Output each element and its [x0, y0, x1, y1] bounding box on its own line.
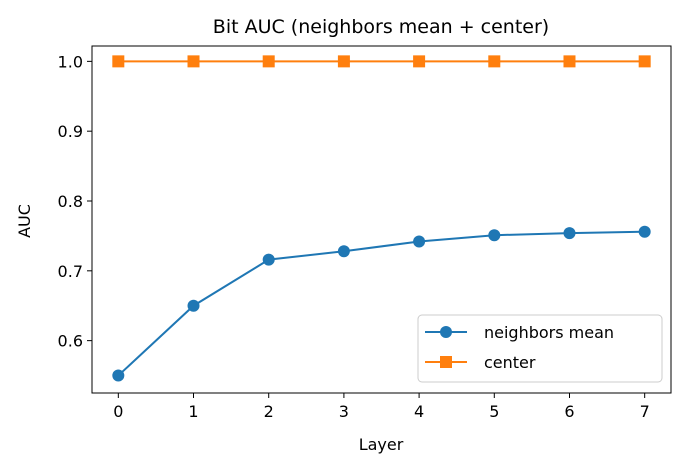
- legend-box: [417, 314, 663, 383]
- legend-marker-center: [440, 356, 452, 368]
- point-neighbors-mean-0: [112, 369, 125, 382]
- point-neighbors-mean-3: [337, 245, 350, 258]
- series-layer: [112, 55, 651, 382]
- point-center-2: [262, 55, 275, 68]
- x-tick-label-6: 6: [564, 402, 574, 421]
- x-tick-label-3: 3: [339, 402, 349, 421]
- point-center-4: [413, 55, 426, 68]
- point-neighbors-mean-6: [563, 227, 576, 240]
- x-tick-label-1: 1: [188, 402, 198, 421]
- point-neighbors-mean-1: [187, 299, 200, 312]
- point-center-3: [337, 55, 350, 68]
- y-tick-label-2: 0.8: [58, 192, 83, 211]
- point-center-0: [112, 55, 125, 68]
- legend-label-neighbors-mean: neighbors mean: [484, 323, 614, 342]
- x-tick-label-0: 0: [113, 402, 123, 421]
- point-center-1: [187, 55, 200, 68]
- point-center-5: [488, 55, 501, 68]
- x-tick-label-5: 5: [489, 402, 499, 421]
- point-neighbors-mean-2: [262, 253, 275, 266]
- x-tick-label-4: 4: [414, 402, 424, 421]
- series-line-neighbors-mean: [117, 230, 645, 377]
- legend: neighbors mean center: [417, 314, 663, 383]
- point-neighbors-mean-5: [488, 229, 501, 242]
- legend-entry-center: center: [425, 353, 536, 372]
- y-tick-label-4: 1.0: [58, 52, 83, 71]
- y-axis-ticks: 0.6 0.7 0.8 0.9 1.0: [58, 52, 92, 351]
- y-axis-label: AUC: [15, 204, 34, 238]
- legend-marker-neighbors-mean: [440, 326, 452, 338]
- legend-label-center: center: [484, 353, 536, 372]
- plot-frame: [91, 45, 672, 394]
- x-tick-label-7: 7: [640, 402, 650, 421]
- y-tick-label-0: 0.6: [58, 332, 83, 351]
- chart-title: Bit AUC (neighbors mean + center): [213, 16, 549, 38]
- point-center-6: [563, 55, 576, 68]
- y-tick-label-3: 0.9: [58, 122, 83, 141]
- point-neighbors-mean-4: [413, 235, 426, 248]
- x-axis-ticks: 0 1 2 3 4 5 6 7: [113, 393, 650, 421]
- x-axis-label: Layer: [359, 435, 404, 454]
- legend-entry-neighbors-mean: neighbors mean: [425, 323, 614, 342]
- point-neighbors-mean-7: [638, 225, 651, 238]
- x-tick-label-2: 2: [264, 402, 274, 421]
- y-tick-label-1: 0.7: [58, 262, 83, 281]
- point-center-7: [638, 55, 651, 68]
